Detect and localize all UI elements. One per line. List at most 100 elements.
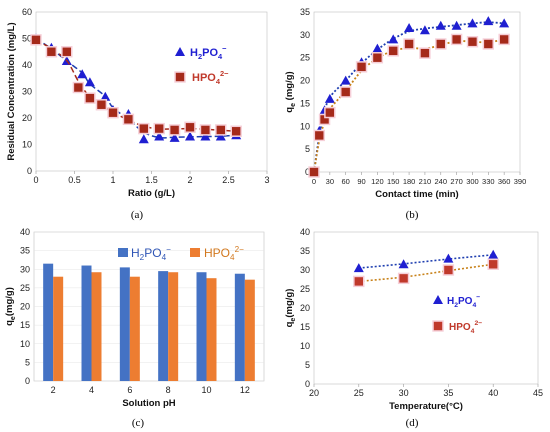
y-tick-label: 20 (300, 303, 310, 313)
data-point-series-1 (399, 274, 408, 283)
data-point-series-1 (468, 37, 477, 46)
y-tick-label: 10 (300, 121, 310, 131)
data-point-series-0 (443, 253, 454, 263)
bar-series-1 (206, 278, 217, 381)
y-tick-label: 0 (305, 379, 310, 389)
x-tick-label: 6 (127, 385, 132, 395)
data-point-series-0 (77, 69, 88, 79)
x-tick-label: 1 (110, 175, 115, 185)
chart-panel-d: 0 5 10 15 20 25 30 35 40 20 25 30 35 40 45 Temperature(… (284, 227, 543, 412)
panel-label-c: (c) (132, 417, 145, 429)
x-tick-label: 60 (342, 177, 350, 186)
data-point-series-0 (324, 93, 335, 103)
x-tick-label: 90 (357, 177, 365, 186)
x-tick-label: 120 (371, 177, 384, 186)
data-point-series-0 (169, 132, 180, 142)
x-axis-label: Contact time (min) (375, 189, 458, 200)
y-tick-label: 10 (20, 339, 30, 349)
x-tick-label: 360 (498, 177, 511, 186)
data-point-series-1 (216, 125, 225, 135)
y-tick-label: 40 (300, 227, 310, 237)
data-point-series-1 (357, 62, 366, 72)
x-tick-label: 2 (51, 385, 56, 395)
data-point-series-0 (488, 249, 499, 259)
x-axis-label: Temperature(°C) (389, 401, 463, 412)
data-point-series-1 (499, 35, 509, 44)
data-point-series-0 (372, 43, 383, 53)
y-tick-label: 50 (22, 34, 32, 44)
legend-marker-h2po4 (433, 295, 443, 304)
x-tick-label: 2.5 (222, 175, 235, 185)
y-tick-label: 35 (300, 7, 310, 17)
panel-label-b: (b) (406, 209, 419, 221)
x-axis-label: Ratio (g/L) (128, 188, 175, 199)
data-point-series-1 (404, 39, 414, 49)
data-point-series-0 (435, 20, 446, 30)
fit-line-series-0 (35, 37, 237, 139)
y-tick-label: 30 (300, 30, 310, 40)
data-point-series-1 (85, 93, 95, 103)
bar-series-1 (91, 272, 102, 381)
plot-area (35, 11, 268, 172)
x-tick-label: 2 (187, 175, 192, 185)
x-tick-label: 4 (89, 385, 94, 395)
data-point-series-1 (124, 115, 133, 124)
chart-panel-a: 0 10 20 30 40 50 60 0 0.5 1 1.5 2 2.5 3 Ratio (g/L) Res… (6, 7, 270, 199)
data-point-series-1 (444, 265, 453, 275)
y-axis-label: qe(mg/g) (4, 287, 17, 326)
data-point-series-0 (353, 263, 364, 273)
x-tick-label: 0.5 (68, 175, 81, 185)
data-point-series-1 (420, 48, 430, 58)
x-tick-label: 300 (466, 177, 479, 186)
data-point-series-0 (398, 259, 409, 269)
data-point-series-1 (155, 124, 164, 133)
plot-area (313, 231, 539, 385)
x-tick-label: 45 (533, 388, 543, 398)
x-tick-label: 390 (514, 177, 527, 186)
x-tick-label: 8 (166, 385, 171, 395)
x-tick-label: 20 (309, 388, 319, 398)
legend-label-h2po4: H2PO4− (447, 294, 480, 309)
y-tick-label: 40 (22, 60, 32, 70)
x-axis-label: Solution pH (122, 398, 175, 409)
y-tick-label: 15 (300, 322, 310, 332)
x-tick-label: 40 (488, 388, 498, 398)
data-point-series-1 (325, 108, 335, 117)
y-tick-label: 15 (20, 320, 30, 330)
y-tick-label: 20 (300, 76, 310, 86)
data-point-series-0 (467, 18, 478, 28)
data-point-series-0 (404, 23, 415, 32)
data-point-series-0 (154, 131, 165, 141)
panel-label-d: (d) (406, 417, 419, 429)
bar-series-1 (129, 276, 140, 381)
legend-swatch-h2po4 (118, 248, 128, 257)
bar-series-0 (196, 272, 207, 381)
y-tick-label: 25 (20, 283, 30, 293)
x-tick-label: 10 (201, 385, 211, 395)
legend-label-hpo4: HPO42− (204, 245, 244, 262)
legend-swatch-hpo4 (190, 248, 200, 257)
x-tick-label: 0 (312, 177, 316, 186)
y-tick-label: 15 (300, 98, 310, 108)
data-point-series-0 (84, 77, 95, 87)
data-point-series-1 (232, 127, 241, 136)
y-tick-label: 25 (300, 284, 310, 294)
data-point-series-1 (201, 125, 210, 135)
data-point-series-0 (185, 131, 195, 141)
data-point-series-1 (452, 35, 461, 44)
x-tick-label: 210 (419, 177, 432, 186)
data-point-series-1 (341, 87, 350, 97)
y-axis-label: qe (mg/g) (284, 71, 297, 112)
data-point-series-1 (170, 125, 179, 135)
x-tick-label: 3 (264, 175, 269, 185)
y-tick-label: 60 (22, 7, 32, 17)
x-tick-label: 30 (399, 388, 409, 398)
bar-series-1 (168, 272, 179, 381)
y-tick-label: 30 (20, 264, 30, 274)
data-point-series-1 (185, 123, 195, 132)
data-point-series-0 (215, 131, 226, 141)
bar-series-0 (81, 265, 92, 381)
panel-label-a: (a) (131, 209, 144, 221)
